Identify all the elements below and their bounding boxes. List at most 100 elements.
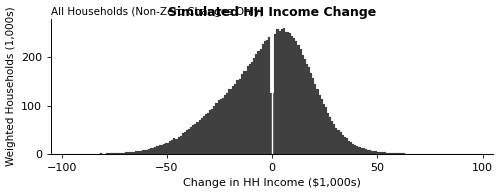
Bar [258,51,260,154]
Bar [234,84,236,154]
Bar [358,147,360,154]
Bar [270,93,272,154]
Bar [243,71,245,154]
Bar [331,121,333,154]
Bar [280,29,282,154]
Bar [296,41,298,154]
Bar [390,153,392,154]
Bar [203,116,205,154]
Bar [262,44,264,154]
Bar [378,152,380,154]
Bar [264,41,266,154]
Bar [238,79,240,154]
Bar [356,146,358,154]
Bar [146,150,148,154]
Bar [396,153,398,154]
Bar [196,122,198,154]
Bar [322,104,325,154]
Bar [304,59,306,154]
Bar [192,125,194,154]
Bar [373,151,376,154]
Bar [123,153,125,154]
Bar [392,153,394,154]
Bar [182,133,184,154]
Bar [120,153,123,154]
Bar [165,143,167,154]
Bar [140,151,141,154]
Bar [285,32,287,154]
Bar [272,94,274,154]
Bar [365,149,367,154]
Bar [129,152,131,154]
Bar [224,95,226,154]
Bar [388,153,390,154]
Bar [376,151,378,154]
Bar [148,149,150,154]
Y-axis label: Weighted Households (1,000s): Weighted Households (1,000s) [6,6,16,166]
Bar [158,145,160,154]
Bar [188,129,190,154]
Bar [276,29,278,154]
Bar [320,99,322,154]
Bar [266,40,268,154]
Bar [312,78,314,154]
Bar [190,127,192,154]
Bar [354,145,356,154]
Bar [278,31,280,154]
Bar [230,89,232,154]
Bar [228,89,230,154]
Bar [302,55,304,154]
Bar [287,32,289,154]
Bar [156,146,158,154]
Bar [291,36,294,154]
Bar [260,49,262,154]
Bar [314,84,316,154]
Bar [178,137,180,154]
Bar [318,95,320,154]
Bar [163,144,165,154]
Bar [106,153,108,154]
Bar [316,89,318,154]
Bar [294,38,296,154]
Bar [256,55,258,154]
Bar [174,138,176,154]
Bar [325,107,327,154]
Bar [350,142,352,154]
Bar [382,152,384,154]
Bar [171,140,173,154]
Bar [348,141,350,154]
Bar [310,73,312,154]
Bar [308,67,310,154]
Title: Simulated HH Income Change: Simulated HH Income Change [168,6,376,19]
Bar [198,120,200,154]
Bar [167,143,169,154]
Bar [102,153,104,154]
Bar [367,150,369,154]
Bar [214,106,216,154]
Bar [134,152,136,154]
Bar [360,148,362,154]
Bar [136,151,138,154]
Bar [209,110,211,154]
Bar [274,34,276,154]
Bar [369,150,371,154]
Bar [352,144,354,154]
Bar [236,80,238,154]
Bar [346,138,348,154]
Bar [402,153,405,154]
Bar [131,152,134,154]
Bar [218,100,220,154]
Bar [306,64,308,154]
Bar [298,45,300,154]
Bar [138,151,140,154]
Bar [386,152,388,154]
Bar [144,150,146,154]
Bar [116,153,118,154]
Bar [226,93,228,154]
Bar [394,153,396,154]
Bar [100,153,102,154]
Bar [251,62,254,154]
Bar [160,145,163,154]
Bar [186,130,188,154]
Bar [154,147,156,154]
